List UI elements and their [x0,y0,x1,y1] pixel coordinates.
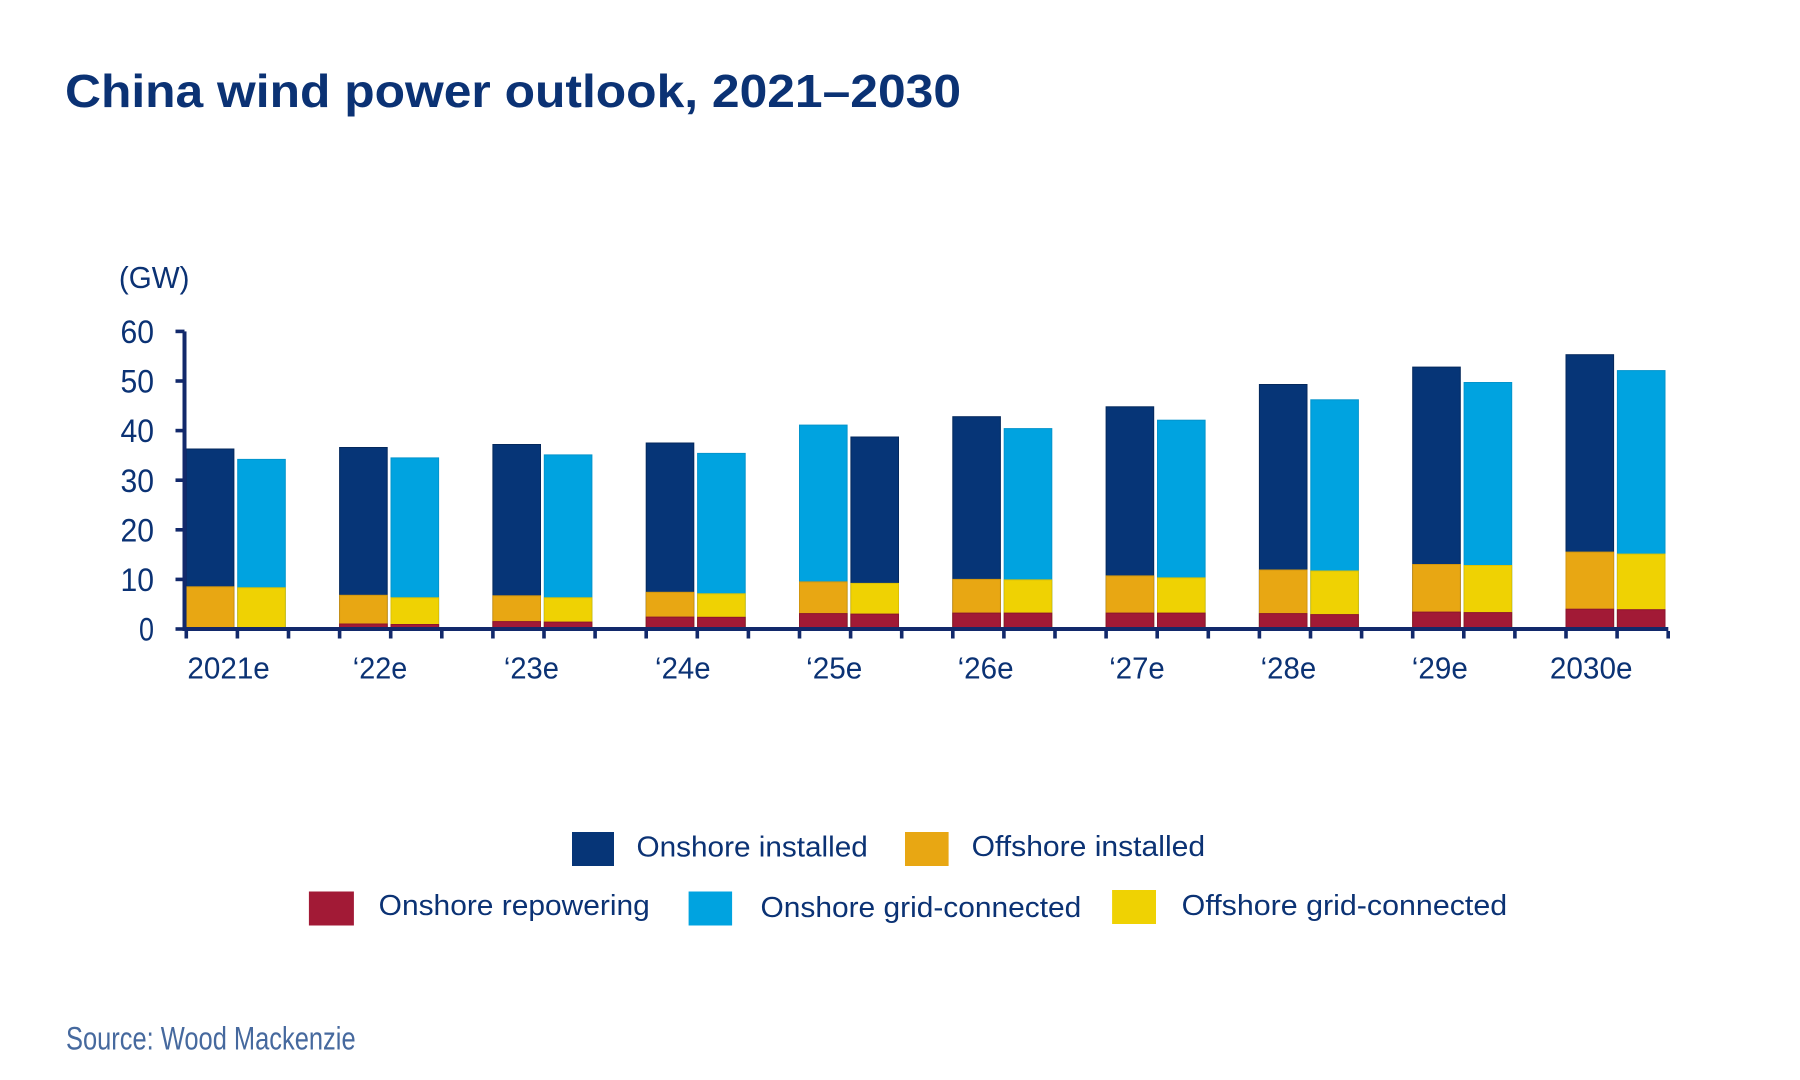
svg-text:China wind power outlook, 2021: China wind power outlook, 2021–2030 [65,65,961,117]
svg-text:Onshore installed: Onshore installed [637,832,868,864]
svg-text:‘23e: ‘23e [504,651,559,686]
svg-text:Offshore installed: Offshore installed [972,831,1206,863]
svg-text:30: 30 [121,463,155,499]
svg-text:Offshore grid-connected: Offshore grid-connected [1182,890,1508,922]
svg-text:‘25e: ‘25e [806,651,862,686]
svg-text:Source: Wood Mackenzie: Source: Wood Mackenzie [66,1021,356,1057]
svg-text:60: 60 [121,314,155,350]
svg-text:Onshore repowering: Onshore repowering [379,890,650,922]
svg-text:40: 40 [121,413,155,449]
svg-text:50: 50 [121,364,155,400]
svg-text:10: 10 [121,562,155,598]
svg-text:‘27e: ‘27e [1109,651,1165,686]
svg-text:0: 0 [139,612,154,648]
svg-text:‘29e: ‘29e [1412,651,1468,686]
svg-text:20: 20 [121,512,155,548]
svg-text:(GW): (GW) [119,260,190,295]
svg-text:‘28e: ‘28e [1261,651,1317,686]
svg-text:‘22e: ‘22e [353,651,407,686]
svg-text:2021e: 2021e [187,651,269,686]
svg-text:‘24e: ‘24e [655,651,711,686]
svg-text:2030e: 2030e [1550,651,1633,686]
svg-text:‘26e: ‘26e [958,651,1014,686]
svg-text:Onshore grid-connected: Onshore grid-connected [761,892,1082,924]
